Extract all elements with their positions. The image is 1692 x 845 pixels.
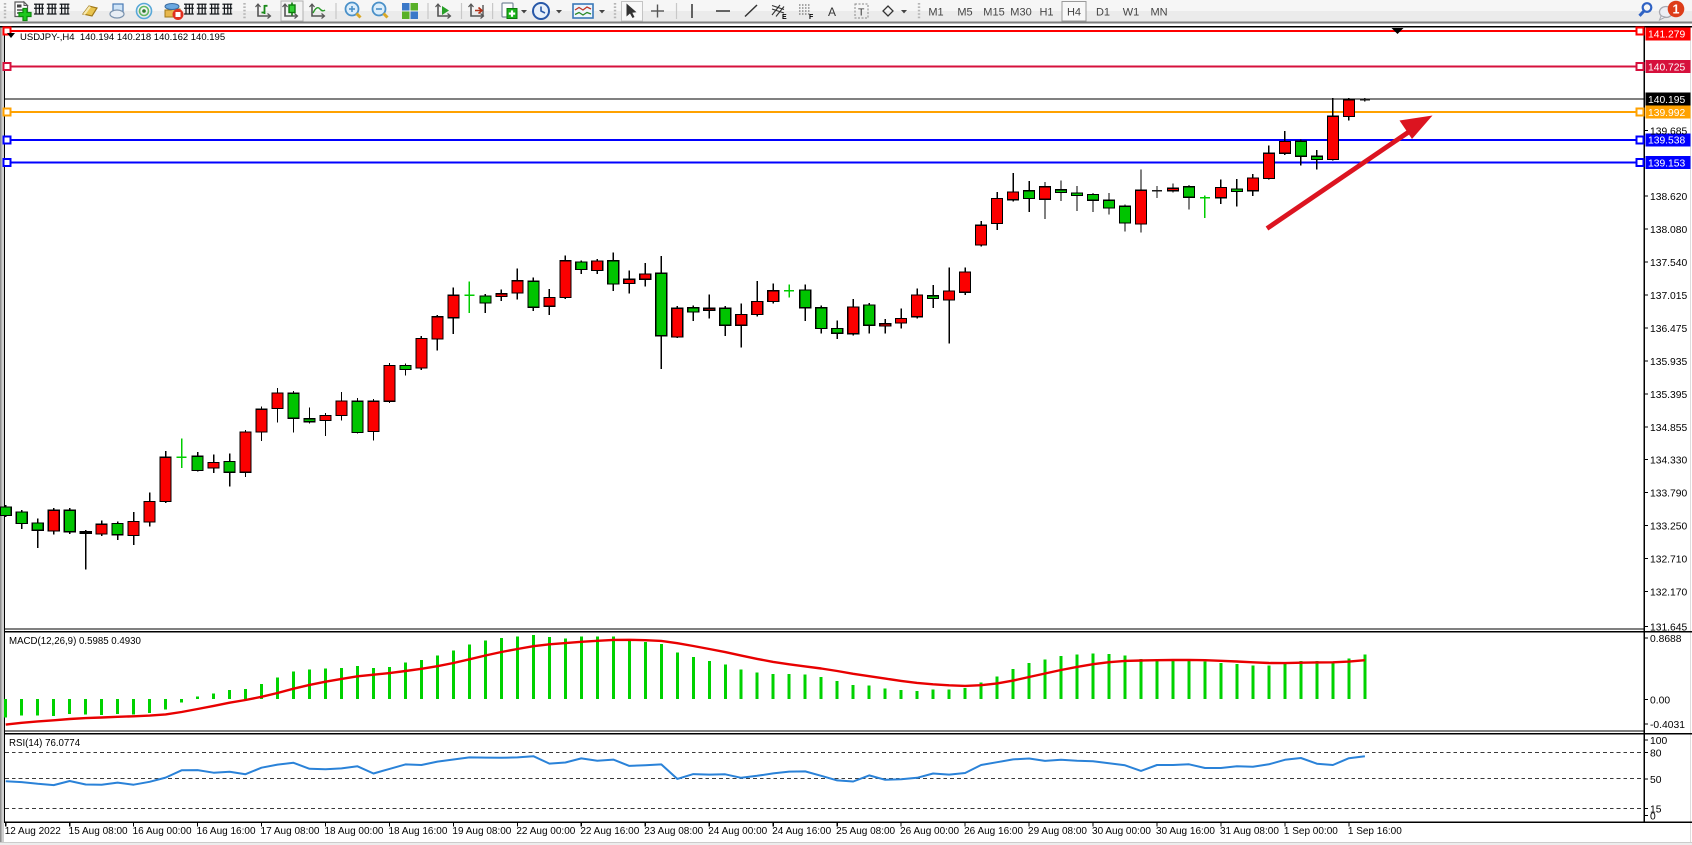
svg-text:0: 0 xyxy=(1650,811,1656,822)
svg-text:137.540: 137.540 xyxy=(1650,258,1687,269)
svg-text:0.8688: 0.8688 xyxy=(1650,634,1682,645)
svg-text:135.395: 135.395 xyxy=(1650,390,1687,401)
svg-text:139.685: 139.685 xyxy=(1650,126,1687,137)
svg-text:A: A xyxy=(828,5,836,19)
svg-text:15 Aug 08:00: 15 Aug 08:00 xyxy=(69,826,128,837)
svg-text:135.935: 135.935 xyxy=(1650,357,1687,368)
svg-text:131.645: 131.645 xyxy=(1650,622,1687,633)
svg-text:133.790: 133.790 xyxy=(1650,488,1687,499)
svg-text:26 Aug 16:00: 26 Aug 16:00 xyxy=(964,826,1023,837)
svg-text:MACD(12,26,9) 0.5985 0.4930: MACD(12,26,9) 0.5985 0.4930 xyxy=(9,636,142,647)
svg-text:139.538: 139.538 xyxy=(1648,136,1685,147)
svg-text:12 Aug 2022: 12 Aug 2022 xyxy=(5,826,62,837)
svg-text:140.725: 140.725 xyxy=(1648,62,1685,73)
svg-text:29 Aug 08:00: 29 Aug 08:00 xyxy=(1028,826,1087,837)
svg-text:F: F xyxy=(809,14,814,21)
svg-text:USDJPY-,H4 140.194 140.218 14: USDJPY-,H4 140.194 140.218 140.162 140.1… xyxy=(20,32,225,43)
svg-text:16 Aug 16:00: 16 Aug 16:00 xyxy=(197,826,256,837)
svg-text:1 Sep 00:00: 1 Sep 00:00 xyxy=(1284,826,1338,837)
svg-text:30 Aug 16:00: 30 Aug 16:00 xyxy=(1156,826,1215,837)
svg-text:137.015: 137.015 xyxy=(1650,291,1687,302)
svg-text:19 Aug 08:00: 19 Aug 08:00 xyxy=(452,826,511,837)
svg-text:E: E xyxy=(782,14,787,21)
svg-text:16 Aug 00:00: 16 Aug 00:00 xyxy=(133,826,192,837)
svg-text:26 Aug 00:00: 26 Aug 00:00 xyxy=(900,826,959,837)
svg-text:133.250: 133.250 xyxy=(1650,521,1687,532)
svg-text:22 Aug 00:00: 22 Aug 00:00 xyxy=(516,826,575,837)
svg-text:1: 1 xyxy=(1673,3,1680,17)
svg-text:30 Aug 00:00: 30 Aug 00:00 xyxy=(1092,826,1151,837)
svg-text:132.170: 132.170 xyxy=(1650,587,1687,598)
svg-text:134.855: 134.855 xyxy=(1650,423,1687,434)
svg-text:T: T xyxy=(858,7,865,19)
svg-text:H1: H1 xyxy=(1039,7,1053,19)
svg-text:RSI(14) 76.0774: RSI(14) 76.0774 xyxy=(9,738,81,749)
svg-text:22 Aug 16:00: 22 Aug 16:00 xyxy=(580,826,639,837)
svg-text:-0.4031: -0.4031 xyxy=(1650,720,1685,731)
svg-text:139.153: 139.153 xyxy=(1648,158,1685,169)
svg-text:100: 100 xyxy=(1650,736,1667,747)
svg-text:M1: M1 xyxy=(928,7,943,19)
svg-text:M15: M15 xyxy=(983,7,1004,19)
svg-text:M5: M5 xyxy=(957,7,972,19)
svg-text:D1: D1 xyxy=(1096,7,1110,19)
svg-text:138.080: 138.080 xyxy=(1650,225,1687,236)
svg-text:18 Aug 16:00: 18 Aug 16:00 xyxy=(388,826,447,837)
svg-text:141.279: 141.279 xyxy=(1648,30,1685,41)
svg-text:23 Aug 08:00: 23 Aug 08:00 xyxy=(644,826,703,837)
svg-text:H4: H4 xyxy=(1067,7,1081,19)
svg-text:M30: M30 xyxy=(1010,7,1031,19)
svg-text:80: 80 xyxy=(1650,748,1662,759)
svg-text:24 Aug 16:00: 24 Aug 16:00 xyxy=(772,826,831,837)
svg-text:136.475: 136.475 xyxy=(1650,324,1687,335)
svg-text:17 Aug 08:00: 17 Aug 08:00 xyxy=(261,826,320,837)
svg-text:50: 50 xyxy=(1650,775,1662,786)
svg-text:132.710: 132.710 xyxy=(1650,554,1687,565)
svg-text:24 Aug 00:00: 24 Aug 00:00 xyxy=(708,826,767,837)
svg-text:138.620: 138.620 xyxy=(1650,192,1687,203)
svg-text:18 Aug 00:00: 18 Aug 00:00 xyxy=(325,826,384,837)
svg-text:MN: MN xyxy=(1150,7,1167,19)
svg-text:25 Aug 08:00: 25 Aug 08:00 xyxy=(836,826,895,837)
svg-text:15: 15 xyxy=(1650,804,1662,815)
svg-text:W1: W1 xyxy=(1123,7,1140,19)
svg-text:134.330: 134.330 xyxy=(1650,455,1687,466)
svg-text:31 Aug 08:00: 31 Aug 08:00 xyxy=(1220,826,1279,837)
svg-text:0.00: 0.00 xyxy=(1650,695,1670,706)
svg-text:140.195: 140.195 xyxy=(1648,95,1685,106)
svg-text:139.992: 139.992 xyxy=(1648,108,1685,119)
svg-text:1 Sep 16:00: 1 Sep 16:00 xyxy=(1348,826,1402,837)
